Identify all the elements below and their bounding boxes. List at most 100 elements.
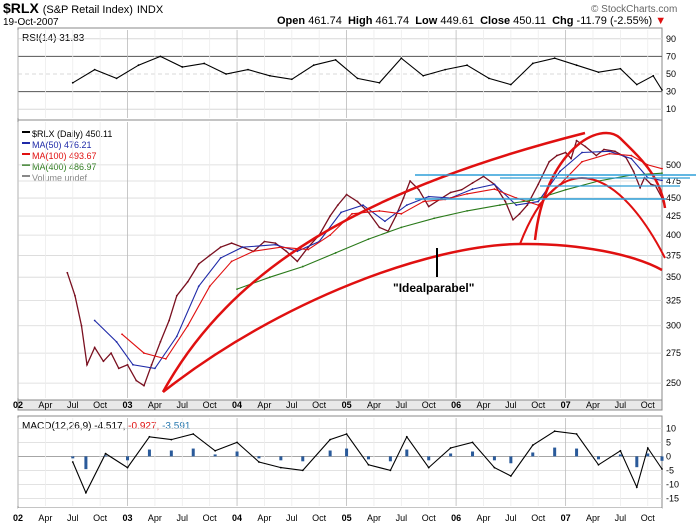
down-arrow-icon: ▼ (655, 15, 667, 27)
rsi-tick-label: 70 (666, 51, 676, 61)
macd-axis: 10 5 0 -5 -10 -15 (18, 423, 679, 503)
rsi-tick-label: 30 (666, 87, 676, 97)
macd-hist-bar-1 (84, 456, 88, 470)
data-point-4-11 (301, 469, 304, 472)
data-point-5-27 (652, 74, 655, 77)
data-point-3-4 (367, 238, 370, 240)
data-point-2-10 (351, 212, 353, 215)
macd-legend: MACD(12,26,9) -4.517, -0.927, -3.591 (22, 421, 191, 432)
data-point-4-22 (531, 444, 534, 447)
data-point-4-12 (329, 438, 332, 441)
price-tick-label: 500 (666, 160, 681, 170)
data-point-4-23 (553, 430, 556, 433)
data-point-5-2 (115, 77, 118, 80)
x-tick-label: Apr (367, 513, 381, 523)
data-point-0-6 (110, 352, 112, 355)
data-point-4-24 (575, 433, 578, 435)
macd-hist-bar-0 (71, 456, 75, 459)
x-tick-label: Jul (396, 513, 408, 523)
data-point-0-56 (584, 145, 587, 148)
macd-hist-bar-14 (366, 456, 370, 460)
data-point-0-50 (537, 183, 540, 186)
data-point-5-15 (400, 57, 403, 60)
data-point-0-39 (427, 205, 430, 208)
price-tick-label: 250 (666, 378, 681, 388)
data-point-0-54 (570, 157, 572, 160)
data-point-1-7 (241, 246, 244, 249)
x-tick-label: Apr (148, 513, 162, 523)
data-point-1-23 (608, 150, 611, 153)
data-point-3-5 (400, 226, 403, 229)
x-tick-label: Oct (203, 513, 218, 523)
rsi-tick-label: 50 (666, 69, 676, 79)
data-point-0-23 (274, 242, 277, 245)
price-tick-label: 350 (666, 272, 681, 282)
data-point-2-24 (661, 167, 663, 170)
data-point-1-4 (175, 335, 178, 338)
data-point-5-8 (247, 68, 249, 71)
rsi-axis: 90 70 50 30 10 (18, 34, 676, 114)
data-point-1-17 (471, 188, 474, 190)
data-point-3-8 (499, 204, 501, 207)
data-point-4-8 (236, 441, 238, 444)
data-point-2-7 (279, 246, 282, 249)
data-point-0-37 (409, 180, 411, 182)
legend-swatch-4 (22, 175, 30, 177)
data-point-0-7 (117, 367, 120, 370)
data-point-1-6 (219, 257, 222, 259)
macd-tick-label: 5 (666, 437, 671, 447)
data-point-0-8 (126, 363, 129, 366)
data-point-0-3 (86, 363, 88, 366)
x-tick-label: 03 (123, 400, 133, 410)
x-tick-label: Apr (148, 400, 162, 410)
data-point-4-27 (635, 486, 638, 489)
data-point-2-4 (208, 285, 211, 288)
macd-tick-label: 0 (666, 451, 671, 461)
data-point-1-20 (537, 200, 540, 203)
data-point-4-4 (148, 435, 151, 438)
data-point-0-15 (186, 280, 189, 283)
data-point-0-19 (230, 242, 233, 245)
macd-hist-bar-20 (492, 456, 496, 461)
data-point-2-5 (230, 260, 233, 263)
data-point-4-0 (71, 461, 74, 463)
data-point-0-52 (555, 154, 558, 157)
x-tick-label: 05 (342, 513, 352, 523)
data-point-4-20 (493, 466, 496, 469)
idealparabel-annotation: "Idealparabel" (393, 281, 474, 295)
macd-hist-bar-3 (126, 456, 130, 461)
data-point-2-12 (400, 212, 403, 215)
data-point-0-62 (639, 186, 641, 189)
data-point-5-26 (635, 83, 638, 86)
data-point-4-2 (104, 452, 107, 455)
data-point-0-51 (548, 160, 551, 163)
x-tick-label: Jul (505, 513, 517, 523)
macd-hist-bar-24 (575, 448, 579, 457)
data-point-5-16 (422, 74, 425, 77)
data-point-1-13 (384, 220, 386, 223)
data-point-5-4 (159, 55, 162, 58)
x-tick-label: 04 (232, 513, 242, 523)
data-point-2-20 (581, 160, 583, 163)
data-point-0-38 (417, 188, 420, 191)
parabola-small (519, 177, 666, 259)
legend-swatch-2 (22, 153, 30, 155)
data-point-1-14 (405, 204, 408, 207)
data-point-5-25 (619, 67, 622, 70)
data-point-0-29 (336, 204, 339, 207)
price-tick-label: 425 (666, 211, 681, 221)
data-point-5-12 (334, 59, 337, 61)
x-tick-label: Apr (38, 513, 52, 523)
data-point-0-64 (650, 183, 652, 186)
data-point-4-15 (389, 469, 392, 472)
data-point-2-21 (608, 152, 611, 155)
data-point-0-59 (614, 150, 616, 153)
x-tick-label: 05 (342, 400, 352, 410)
data-point-5-23 (575, 64, 578, 67)
data-point-5-17 (444, 68, 447, 71)
data-point-0-2 (80, 324, 83, 327)
series-layer (66, 55, 664, 495)
data-point-2-16 (493, 188, 496, 190)
